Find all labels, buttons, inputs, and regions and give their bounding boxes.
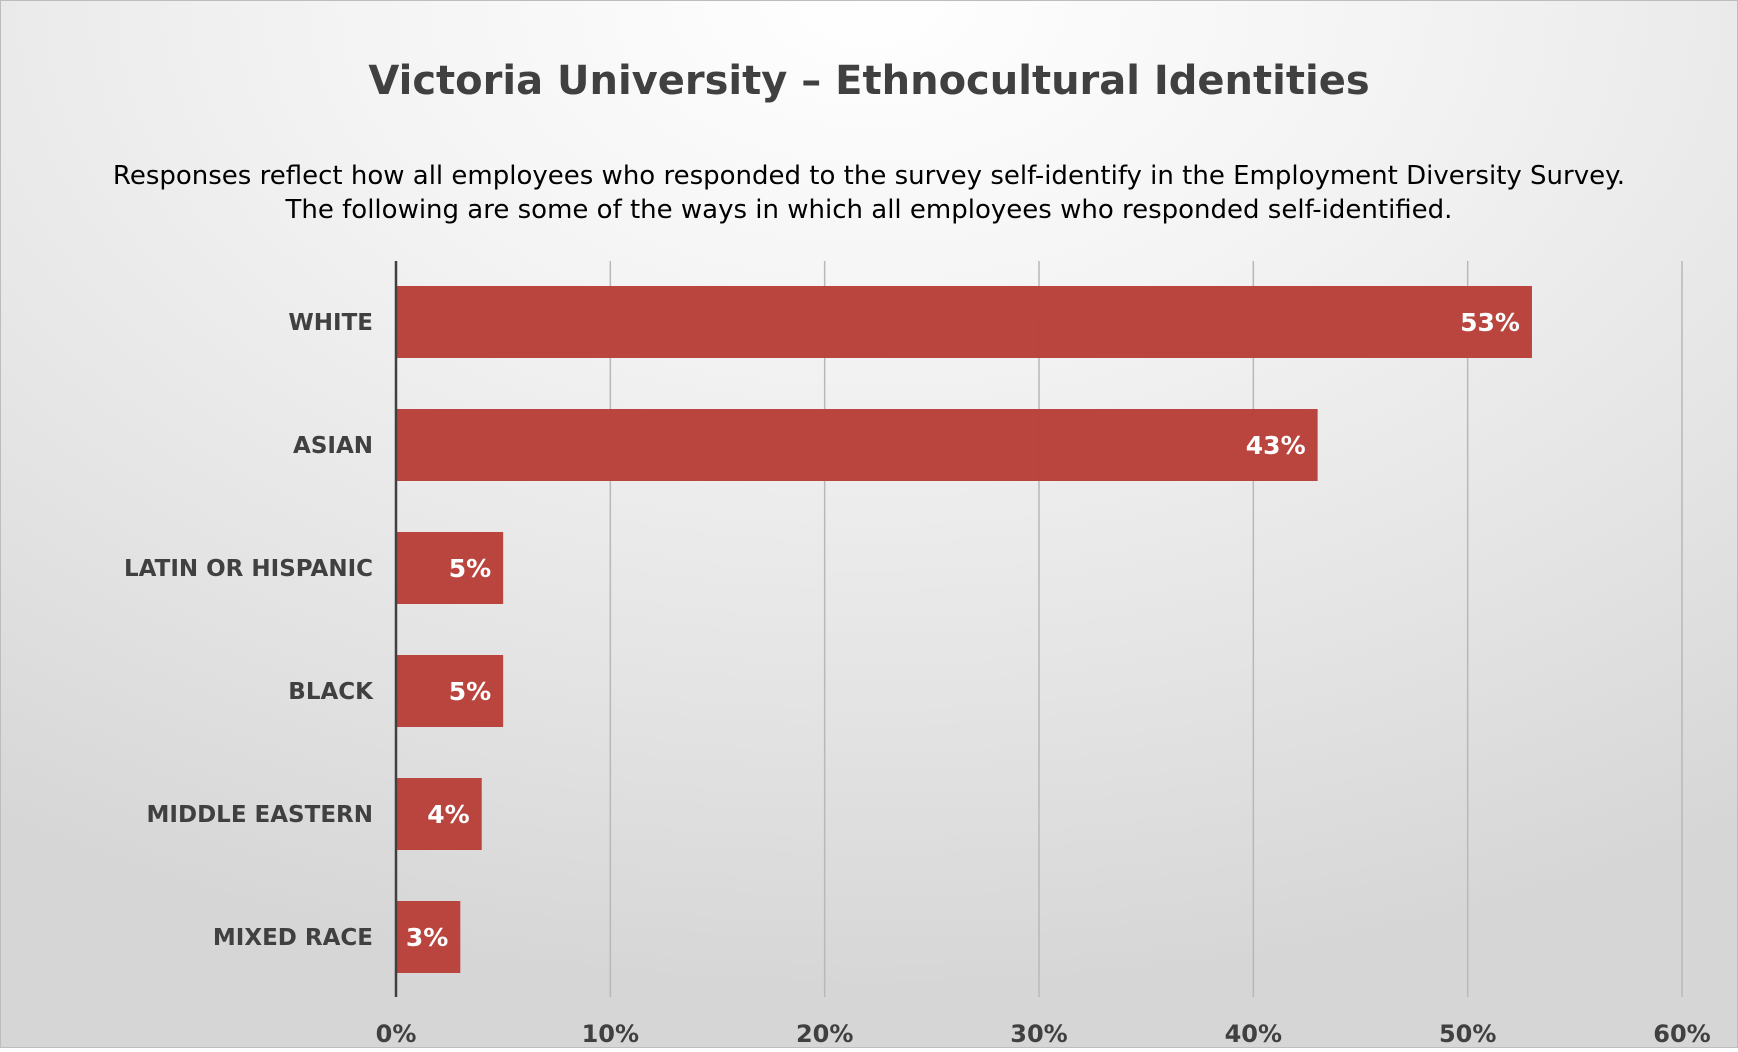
x-tick-label: 10% xyxy=(582,1020,639,1048)
data-label: 3% xyxy=(406,923,448,952)
bar xyxy=(396,655,504,727)
data-label: 5% xyxy=(449,677,491,706)
category-label: ASIAN xyxy=(293,433,373,459)
bar xyxy=(396,286,1532,358)
category-label: MIXED RACE xyxy=(213,925,373,951)
category-label: WHITE xyxy=(288,310,373,336)
data-label: 5% xyxy=(449,554,491,583)
category-label: MIDDLE EASTERN xyxy=(147,802,373,828)
chart-title: Victoria University – Ethnocultural Iden… xyxy=(368,58,1370,104)
data-label: 43% xyxy=(1246,431,1306,460)
data-label: 4% xyxy=(427,800,469,829)
bar xyxy=(396,409,1318,481)
x-tick-label: 30% xyxy=(1010,1020,1067,1048)
x-tick-label: 40% xyxy=(1225,1020,1282,1048)
x-tick-label: 50% xyxy=(1439,1020,1496,1048)
bar xyxy=(396,778,482,850)
chart-subtitle-line-2: The following are some of the ways in wh… xyxy=(285,195,1453,225)
data-label: 53% xyxy=(1460,308,1520,337)
chart-subtitle-line-1: Responses reflect how all employees who … xyxy=(112,161,1626,191)
category-label: BLACK xyxy=(288,679,374,705)
category-label: LATIN OR HISPANIC xyxy=(124,556,373,582)
x-tick-label: 60% xyxy=(1653,1020,1710,1048)
x-tick-label: 20% xyxy=(796,1020,853,1048)
bar xyxy=(396,532,504,604)
bar xyxy=(396,901,461,973)
x-tick-label: 0% xyxy=(376,1020,417,1048)
